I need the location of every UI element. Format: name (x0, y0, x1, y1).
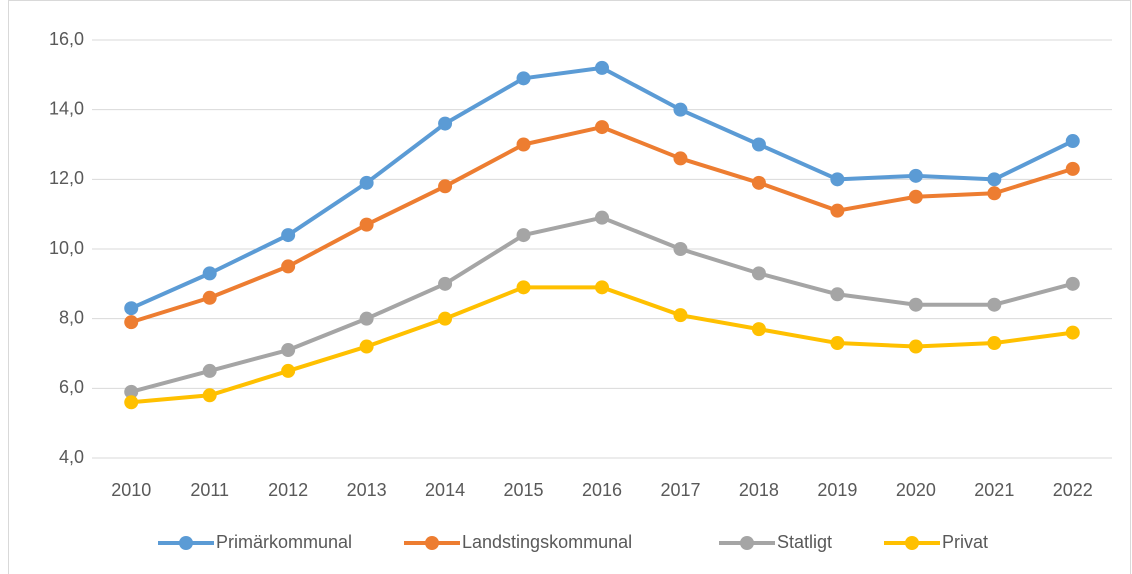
data-point (124, 395, 139, 410)
data-point (438, 116, 453, 131)
data-point (673, 308, 688, 323)
data-point (281, 363, 296, 378)
x-tick-label: 2019 (817, 480, 857, 500)
data-point (595, 280, 609, 295)
data-point (908, 168, 923, 183)
data-point (281, 228, 296, 243)
x-tick-label: 2012 (268, 480, 308, 500)
data-point (202, 266, 217, 281)
data-point (438, 311, 453, 326)
data-point (359, 217, 374, 232)
legend-marker (905, 536, 919, 550)
y-tick-label: 16,0 (49, 29, 84, 49)
data-point (359, 311, 374, 326)
y-tick-label: 6,0 (59, 377, 84, 397)
legend-marker (425, 536, 439, 550)
x-tick-label: 2016 (582, 480, 622, 500)
data-point (673, 151, 688, 166)
y-tick-label: 8,0 (59, 307, 84, 327)
data-point (673, 242, 688, 256)
x-tick-label: 2021 (974, 480, 1014, 500)
legend-label: Statligt (777, 532, 832, 552)
x-tick-label: 2018 (739, 480, 779, 500)
legend-label: Landstingskommunal (462, 532, 632, 552)
data-point (1065, 276, 1080, 291)
data-point (987, 336, 1002, 351)
legend-marker (740, 536, 754, 550)
x-tick-label: 2022 (1053, 480, 1093, 500)
x-tick-label: 2010 (111, 480, 151, 500)
data-point (1065, 134, 1080, 149)
data-point (595, 60, 609, 75)
data-point (908, 297, 923, 312)
data-point (202, 388, 217, 403)
data-point (673, 102, 688, 117)
data-point (987, 297, 1002, 312)
legend-label: Privat (942, 532, 988, 552)
data-point (202, 363, 217, 378)
x-tick-label: 2015 (504, 480, 544, 500)
legend-label: Primärkommunal (216, 532, 352, 552)
y-tick-label: 12,0 (49, 168, 84, 188)
x-tick-label: 2011 (190, 480, 229, 500)
data-point (202, 290, 217, 305)
data-point (516, 228, 531, 243)
y-tick-label: 4,0 (59, 447, 84, 467)
x-tick-label: 2020 (896, 480, 936, 500)
data-point (595, 210, 609, 225)
data-point (516, 137, 531, 152)
data-point (830, 336, 845, 351)
data-point (124, 384, 139, 399)
data-point (359, 339, 374, 354)
data-point (516, 280, 531, 295)
data-point (281, 259, 296, 274)
data-point (830, 287, 845, 302)
data-point (281, 343, 296, 358)
data-point (124, 315, 139, 330)
data-point (1065, 325, 1080, 340)
x-tick-label: 2017 (660, 480, 700, 500)
y-tick-label: 14,0 (49, 98, 84, 118)
data-point (751, 266, 766, 281)
data-point (751, 137, 766, 152)
data-point (1065, 161, 1080, 176)
data-point (751, 322, 766, 337)
data-point (751, 175, 766, 190)
data-point (987, 186, 1002, 201)
data-point (830, 203, 845, 218)
data-point (830, 172, 845, 187)
x-tick-label: 2013 (347, 480, 387, 500)
data-point (595, 120, 609, 135)
y-tick-label: 10,0 (49, 238, 84, 258)
data-point (124, 301, 139, 316)
x-tick-label: 2014 (425, 480, 465, 500)
data-point (908, 339, 923, 354)
data-point (987, 172, 1002, 187)
data-point (516, 71, 531, 86)
data-point (438, 179, 453, 194)
data-point (908, 189, 923, 204)
data-point (359, 175, 374, 190)
data-point (438, 276, 453, 291)
legend-marker (179, 536, 193, 550)
